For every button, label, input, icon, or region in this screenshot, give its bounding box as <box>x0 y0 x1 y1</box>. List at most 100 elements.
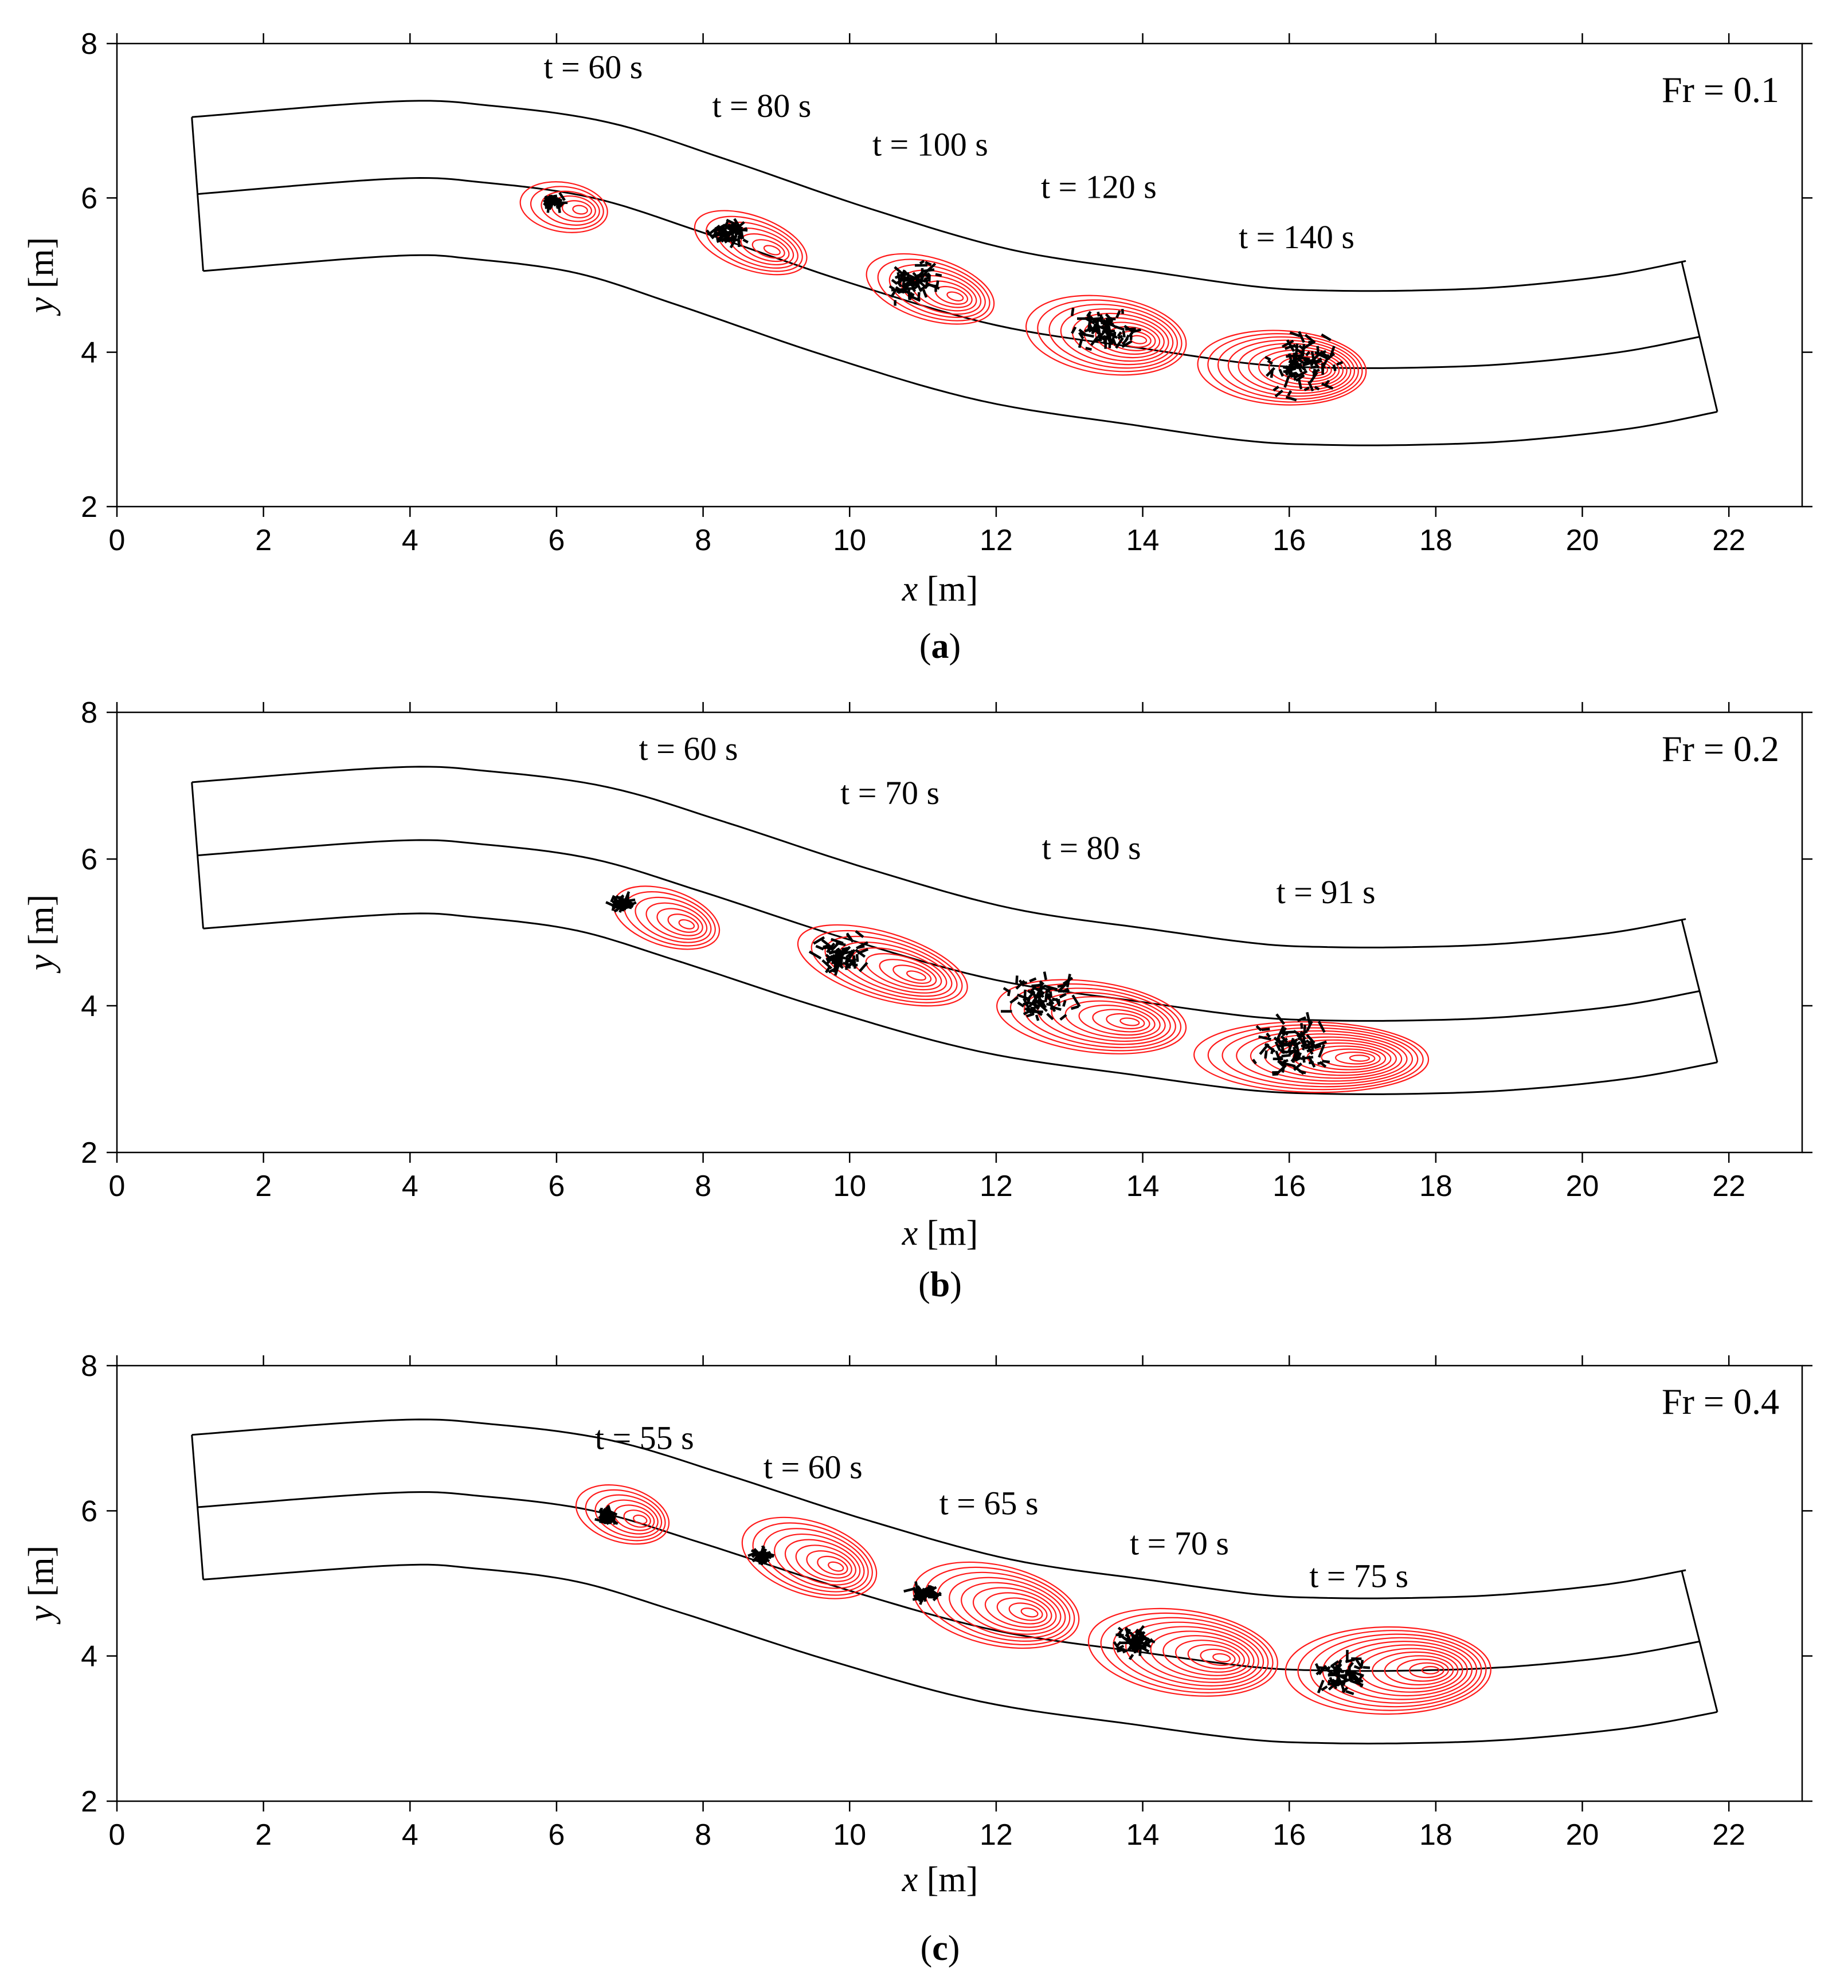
axis-ticks <box>107 1355 1812 1811</box>
particle <box>1297 378 1303 390</box>
particle <box>1277 1025 1285 1040</box>
y-tick-label: 4 <box>81 336 97 370</box>
particle <box>1305 351 1311 356</box>
particle <box>1080 332 1094 338</box>
particle <box>606 1514 614 1519</box>
channel-outline <box>191 766 1718 1095</box>
froude-label: Fr = 0.1 <box>1662 69 1779 110</box>
time-labels: t = 55 s t = 60 s t = 65 s t = 70 s t = 75 s <box>595 1420 1408 1595</box>
concentration-contour <box>519 181 608 233</box>
y-tick-label: 4 <box>81 990 97 1023</box>
panel-caption-letter: a <box>931 627 949 666</box>
particle <box>1272 1072 1278 1076</box>
channel-left-bank <box>191 100 1686 292</box>
particle <box>1138 1642 1142 1656</box>
particle <box>605 901 614 907</box>
concentration-contour <box>1048 304 1179 369</box>
concentration-contour <box>585 1489 666 1542</box>
x-axis-title: x [m] <box>902 570 978 609</box>
concentration-contour <box>763 1528 869 1593</box>
particle <box>1317 1021 1326 1033</box>
particle <box>935 273 942 277</box>
particle <box>1095 317 1103 323</box>
particle <box>1264 1050 1268 1059</box>
particle <box>1292 372 1297 381</box>
particle <box>1059 993 1067 999</box>
concentration-contour <box>678 919 695 930</box>
particle <box>1322 1060 1330 1064</box>
particle <box>1037 1002 1048 1013</box>
particle <box>733 218 742 230</box>
concentration-contour <box>1197 330 1367 406</box>
concentration-contour <box>1100 1612 1274 1693</box>
y-axis-unit: [m] <box>22 895 61 946</box>
particle <box>1290 355 1303 363</box>
x-tick-label: 8 <box>695 524 711 557</box>
particle <box>922 289 928 298</box>
particle <box>1278 1060 1285 1067</box>
concentration-contour <box>906 970 926 981</box>
particle <box>1062 977 1074 985</box>
plume-snapshot <box>694 210 808 276</box>
plot-frame <box>116 711 1803 1154</box>
particle <box>1029 1006 1043 1016</box>
particle <box>729 237 738 249</box>
panel-caption-letter: c <box>932 1929 948 1968</box>
time-label: t = 70 s <box>840 774 939 811</box>
x-tick-label: 6 <box>548 524 565 557</box>
particle <box>1293 1030 1301 1036</box>
particle <box>1297 1016 1307 1022</box>
x-tick-label: 4 <box>402 524 418 557</box>
particle <box>1295 374 1305 382</box>
particle <box>1336 1680 1344 1687</box>
x-axis-title: x [m] <box>902 1860 978 1899</box>
concentration-contour <box>1060 308 1174 366</box>
particle <box>1255 1025 1262 1032</box>
particle <box>1294 370 1308 379</box>
particle <box>1052 998 1058 1002</box>
concentration-contour <box>572 205 588 215</box>
particle <box>1130 328 1141 334</box>
particle <box>1278 368 1285 377</box>
particle <box>1283 367 1297 374</box>
time-label: t = 65 s <box>939 1485 1039 1522</box>
particle <box>856 941 868 950</box>
particle <box>928 283 935 288</box>
particle <box>830 942 840 952</box>
froude-label: Fr = 0.4 <box>1662 1381 1779 1422</box>
concentration-contour <box>1221 1027 1419 1088</box>
time-labels: t = 60 s t = 80 s t = 100 s t = 120 s t = 14… <box>543 49 1354 256</box>
particle <box>626 901 637 908</box>
concentration-contour <box>892 964 932 984</box>
x-axis-var: x <box>902 1860 918 1899</box>
particle <box>1122 1649 1128 1654</box>
particle <box>1342 1675 1348 1686</box>
concentration-contour <box>1092 1009 1150 1033</box>
concentration-contour <box>1335 1051 1376 1065</box>
particle <box>1132 1634 1141 1645</box>
particle <box>1017 1001 1025 1008</box>
x-tick-label: 18 <box>1419 1818 1452 1852</box>
particle <box>1124 1628 1132 1634</box>
particle <box>1114 325 1125 331</box>
x-tick-label: 0 <box>109 524 126 557</box>
concentration-contour <box>1285 1626 1491 1715</box>
concentration-contour <box>1384 1655 1454 1686</box>
particle <box>1293 344 1299 350</box>
particle <box>1303 386 1310 391</box>
particle <box>1044 988 1048 1002</box>
particle <box>1317 1061 1323 1065</box>
concentration-contour <box>1064 1000 1161 1039</box>
particle <box>1059 1014 1067 1021</box>
particle <box>1046 1013 1054 1021</box>
x-tick-label: 16 <box>1273 1170 1306 1203</box>
particle <box>1043 971 1048 981</box>
particle <box>1283 375 1290 388</box>
y-axis-title: y [m] <box>22 895 61 974</box>
particle <box>902 270 908 276</box>
channel-inlet <box>191 782 205 929</box>
particle <box>1330 1679 1341 1684</box>
